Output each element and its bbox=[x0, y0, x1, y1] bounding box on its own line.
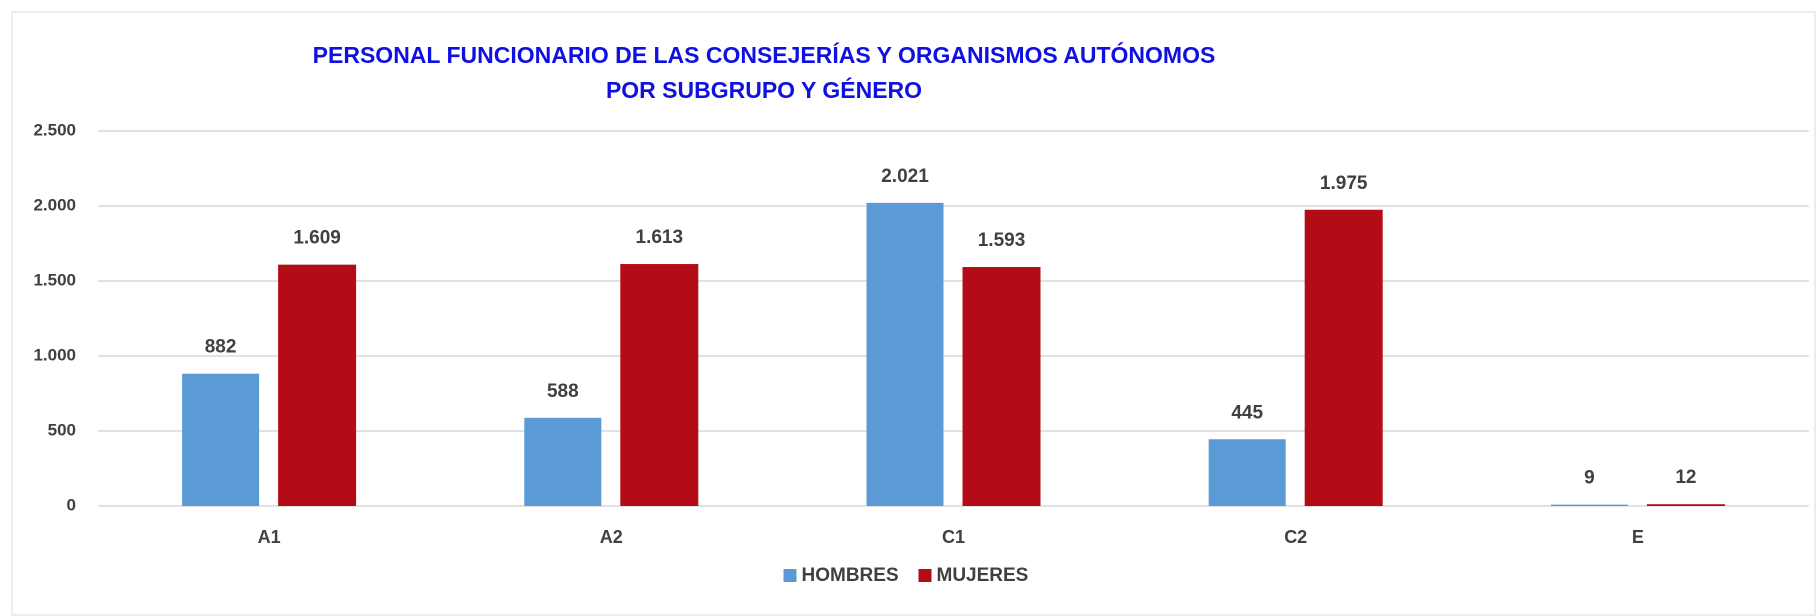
bar bbox=[1208, 439, 1286, 506]
value-label: 588 bbox=[547, 381, 579, 402]
x-tick-label: E bbox=[1632, 527, 1644, 547]
y-tick-label: 1.500 bbox=[33, 270, 76, 289]
bar bbox=[278, 264, 357, 506]
value-label: 882 bbox=[205, 337, 237, 358]
y-tick-label: 1.000 bbox=[33, 345, 76, 364]
bar bbox=[1304, 209, 1383, 506]
value-label: 1.593 bbox=[978, 230, 1026, 251]
value-label: 9 bbox=[1584, 468, 1595, 489]
legend-label: MUJERES bbox=[937, 565, 1029, 586]
bar bbox=[1550, 504, 1628, 506]
chart-title: PERSONAL FUNCIONARIO DE LAS CONSEJERÍAS … bbox=[313, 41, 1216, 68]
y-tick-label: 0 bbox=[67, 495, 76, 514]
value-label: 1.613 bbox=[636, 227, 684, 248]
y-tick-label: 2.500 bbox=[33, 120, 76, 139]
value-label: 445 bbox=[1231, 402, 1263, 423]
bar bbox=[620, 264, 699, 506]
bar bbox=[866, 202, 944, 506]
x-tick-label: C2 bbox=[1284, 527, 1307, 547]
bar bbox=[182, 373, 260, 506]
legend-swatch bbox=[918, 569, 932, 582]
value-label: 1.975 bbox=[1320, 173, 1368, 194]
bar bbox=[962, 267, 1041, 506]
bar bbox=[524, 417, 602, 506]
bar bbox=[1646, 504, 1725, 506]
y-tick-label: 500 bbox=[48, 420, 76, 439]
legend-label: HOMBRES bbox=[802, 565, 899, 586]
value-label: 1.609 bbox=[293, 228, 341, 249]
value-label: 12 bbox=[1675, 467, 1696, 488]
chart-title: POR SUBGRUPO Y GÉNERO bbox=[606, 76, 922, 103]
value-label: 2.021 bbox=[881, 166, 929, 187]
x-tick-label: C1 bbox=[942, 527, 965, 547]
x-tick-label: A1 bbox=[258, 527, 281, 547]
x-tick-label: A2 bbox=[600, 527, 623, 547]
legend-swatch bbox=[783, 569, 797, 582]
y-tick-label: 2.000 bbox=[33, 195, 76, 214]
